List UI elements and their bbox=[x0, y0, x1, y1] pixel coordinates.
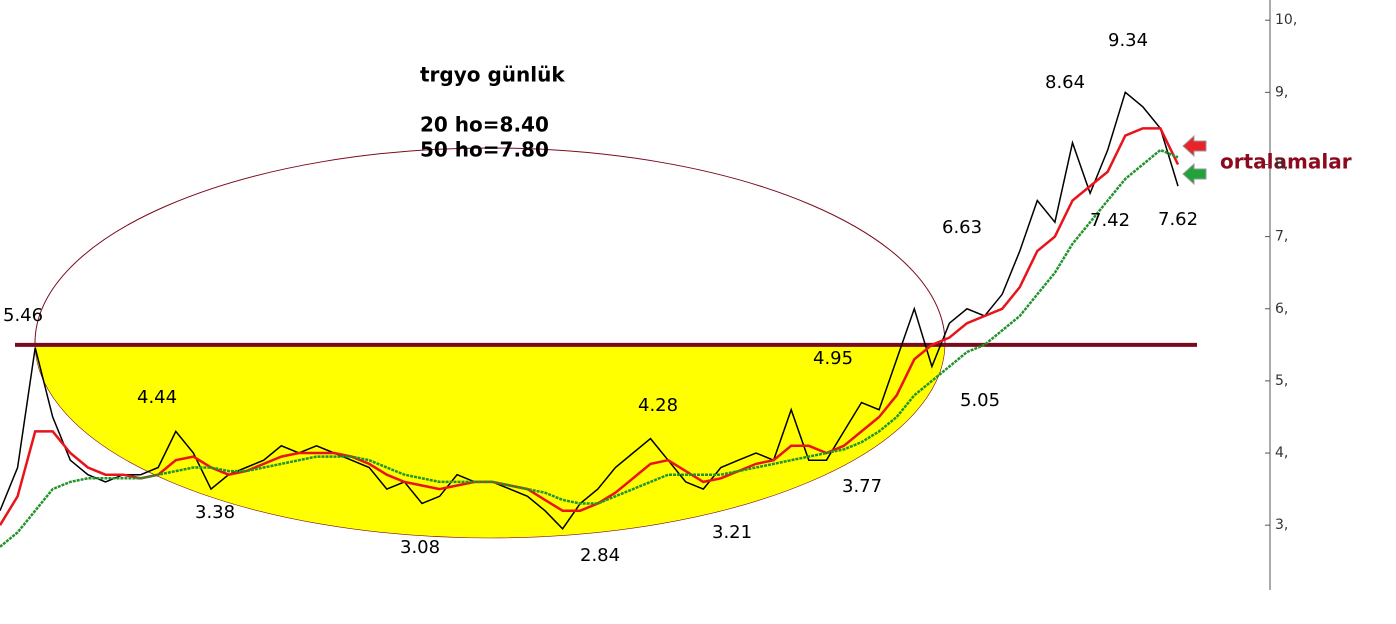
y-tick-label: 7, bbox=[1275, 229, 1288, 245]
annotation: 4.44 bbox=[137, 387, 177, 408]
subtitle: 50 ho=7.80 bbox=[420, 138, 549, 162]
y-tick-label: 8, bbox=[1275, 156, 1288, 172]
annotation: 9.34 bbox=[1108, 30, 1148, 51]
series-line bbox=[0, 148, 1179, 548]
y-tick-label: 4, bbox=[1275, 445, 1288, 461]
annotation: 8.64 bbox=[1045, 72, 1085, 93]
series-line bbox=[0, 127, 1180, 526]
arrow-green bbox=[1182, 162, 1207, 186]
y-tick-label: 6, bbox=[1275, 301, 1288, 317]
ellipse-arc-lower bbox=[34, 342, 946, 539]
annotation: 4.95 bbox=[813, 348, 853, 369]
yellow-region bbox=[35, 343, 945, 538]
annotation: 3.08 bbox=[400, 537, 440, 558]
annotation: 3.38 bbox=[195, 502, 235, 523]
y-tick-label: 5, bbox=[1275, 373, 1288, 389]
annotation: 5.46 bbox=[3, 305, 43, 326]
annotation: 2.84 bbox=[580, 545, 620, 566]
annotation: 5.05 bbox=[960, 390, 1000, 411]
annotation: 4.28 bbox=[638, 395, 678, 416]
subtitle: 20 ho=8.40 bbox=[420, 113, 549, 137]
y-tick-label: 3, bbox=[1275, 517, 1288, 533]
annotation: 3.21 bbox=[712, 522, 752, 543]
title: trgyo günlük bbox=[420, 63, 565, 87]
annotation: 3.77 bbox=[842, 476, 882, 497]
plot bbox=[0, 91, 1197, 548]
y-tick-label: 10, bbox=[1275, 12, 1297, 28]
arrow-red bbox=[1182, 134, 1207, 158]
annotation: 6.63 bbox=[942, 217, 982, 238]
annotation: 7.42 bbox=[1090, 210, 1130, 231]
note: ortalamalar bbox=[1220, 150, 1352, 174]
y-tick-label: 9, bbox=[1275, 84, 1288, 100]
ellipse-arc bbox=[34, 147, 946, 344]
annotation: 7.62 bbox=[1158, 209, 1198, 230]
